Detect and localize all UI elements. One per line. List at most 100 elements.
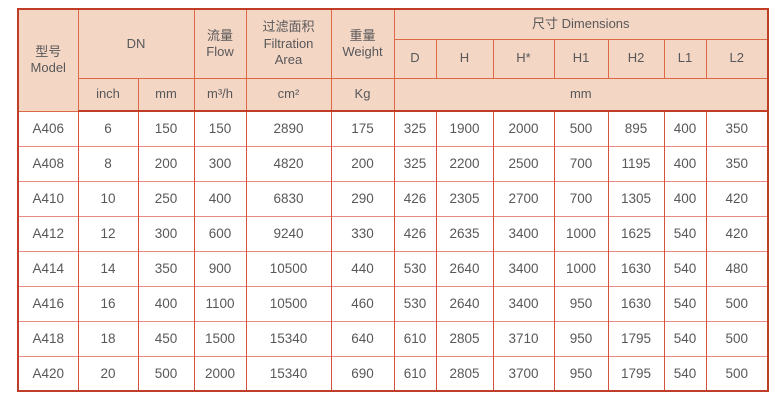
value-cell: 8: [77, 145, 139, 181]
value-cell: 400: [663, 145, 707, 181]
header-row-2: D H H* H1 H2 L1 L2: [18, 38, 769, 79]
model-cell: A408: [17, 145, 79, 181]
value-cell: 426: [393, 180, 437, 216]
value-cell: 6: [77, 110, 139, 146]
table-row: A410 10 250 400 6830 290 426 2305 2700 700 1305 400…: [17, 180, 769, 216]
value-cell: 610: [393, 355, 437, 391]
value-cell: 400: [193, 180, 247, 216]
unit-weight: Kg: [330, 77, 395, 112]
value-cell: 1000: [553, 215, 609, 251]
value-cell: 325: [393, 145, 437, 181]
value-cell: 540: [663, 355, 707, 391]
value-cell: 14: [77, 250, 139, 286]
value-cell: 530: [393, 250, 437, 286]
col-header-h-star: H*: [492, 38, 555, 79]
flow-label-zh: 流量: [206, 27, 233, 43]
value-cell: 420: [705, 180, 769, 216]
value-cell: 12: [77, 215, 139, 251]
value-cell: 1000: [553, 250, 609, 286]
value-cell: 300: [193, 145, 247, 181]
value-cell: 3400: [492, 250, 555, 286]
value-cell: 2500: [492, 145, 555, 181]
value-cell: 600: [193, 215, 247, 251]
value-cell: 2000: [193, 355, 247, 391]
header-row-units: inch mm m³/h cm² Kg mm: [18, 77, 769, 112]
value-cell: 400: [663, 180, 707, 216]
value-cell: 150: [193, 110, 247, 146]
value-cell: 2890: [245, 110, 332, 146]
value-cell: 700: [553, 180, 609, 216]
value-cell: 540: [663, 215, 707, 251]
col-header-l2: L2: [705, 38, 769, 79]
value-cell: 20: [77, 355, 139, 391]
value-cell: 530: [393, 285, 437, 321]
value-cell: 10: [77, 180, 139, 216]
value-cell: 325: [393, 110, 437, 146]
value-cell: 150: [137, 110, 195, 146]
value-cell: 3400: [492, 215, 555, 251]
unit-flow: m³/h: [193, 77, 247, 112]
col-header-d: D: [393, 38, 437, 79]
model-label-zh: 型号: [35, 44, 62, 59]
table-row: A420 20 500 2000 15340 690 610 2805 3700 950 1795 5…: [17, 355, 769, 391]
value-cell: 950: [553, 320, 609, 356]
value-cell: 2000: [492, 110, 555, 146]
value-cell: 1900: [435, 110, 494, 146]
model-label-en: Model: [30, 60, 66, 76]
flow-label-en: Flow: [206, 43, 234, 59]
value-cell: 2200: [435, 145, 494, 181]
value-cell: 15340: [245, 355, 332, 391]
value-cell: 290: [330, 180, 395, 216]
value-cell: 500: [553, 110, 609, 146]
filtration-label-zh: 过滤面积: [262, 19, 315, 35]
value-cell: 1630: [607, 285, 665, 321]
value-cell: 3400: [492, 285, 555, 321]
value-cell: 2640: [435, 285, 494, 321]
value-cell: 1630: [607, 250, 665, 286]
value-cell: 460: [330, 285, 395, 321]
value-cell: 2635: [435, 215, 494, 251]
table-header: 型号 Model DN 流量 Flow 过滤面积 Filtration Area…: [17, 8, 769, 112]
table-row: A412 12 300 600 9240 330 426 2635 3400 1000 1625 54…: [17, 215, 769, 251]
value-cell: 330: [330, 215, 395, 251]
value-cell: 540: [663, 250, 707, 286]
header-row-1: 型号 Model DN 流量 Flow 过滤面积 Filtration Area…: [17, 8, 769, 112]
unit-inch: inch: [77, 77, 139, 112]
value-cell: 540: [663, 285, 707, 321]
value-cell: 400: [137, 285, 195, 321]
filtration-label-en2: Area: [274, 51, 303, 67]
value-cell: 610: [393, 320, 437, 356]
value-cell: 18: [77, 320, 139, 356]
value-cell: 350: [705, 145, 769, 181]
model-cell: A420: [17, 355, 79, 391]
col-header-filtration-area: 过滤面积 Filtration Area: [245, 8, 332, 79]
value-cell: 480: [705, 250, 769, 286]
value-cell: 3710: [492, 320, 555, 356]
model-cell: A416: [17, 285, 79, 321]
col-header-flow: 流量 Flow: [193, 8, 247, 79]
weight-label-en: Weight: [342, 43, 383, 59]
value-cell: 2305: [435, 180, 494, 216]
col-header-h: H: [435, 38, 494, 79]
col-header-dimensions: 尺寸 Dimensions: [393, 8, 769, 40]
value-cell: 540: [663, 320, 707, 356]
value-cell: 1305: [607, 180, 665, 216]
value-cell: 3700: [492, 355, 555, 391]
value-cell: 175: [330, 110, 395, 146]
value-cell: 6830: [245, 180, 332, 216]
value-cell: 350: [137, 250, 195, 286]
unit-mm: mm: [137, 77, 195, 112]
table-row: A416 16 400 1100 10500 460 530 2640 3400 950 1630 5…: [17, 285, 769, 321]
value-cell: 9240: [245, 215, 332, 251]
value-cell: 700: [553, 145, 609, 181]
value-cell: 2805: [435, 355, 494, 391]
value-cell: 200: [330, 145, 395, 181]
model-cell: A410: [17, 180, 79, 216]
value-cell: 900: [193, 250, 247, 286]
col-header-h1: H1: [553, 38, 609, 79]
value-cell: 10500: [245, 250, 332, 286]
value-cell: 640: [330, 320, 395, 356]
table-row: A414 14 350 900 10500 440 530 2640 3400 1000 1630 5…: [17, 250, 769, 286]
value-cell: 10500: [245, 285, 332, 321]
weight-label-zh: 重量: [349, 27, 376, 43]
